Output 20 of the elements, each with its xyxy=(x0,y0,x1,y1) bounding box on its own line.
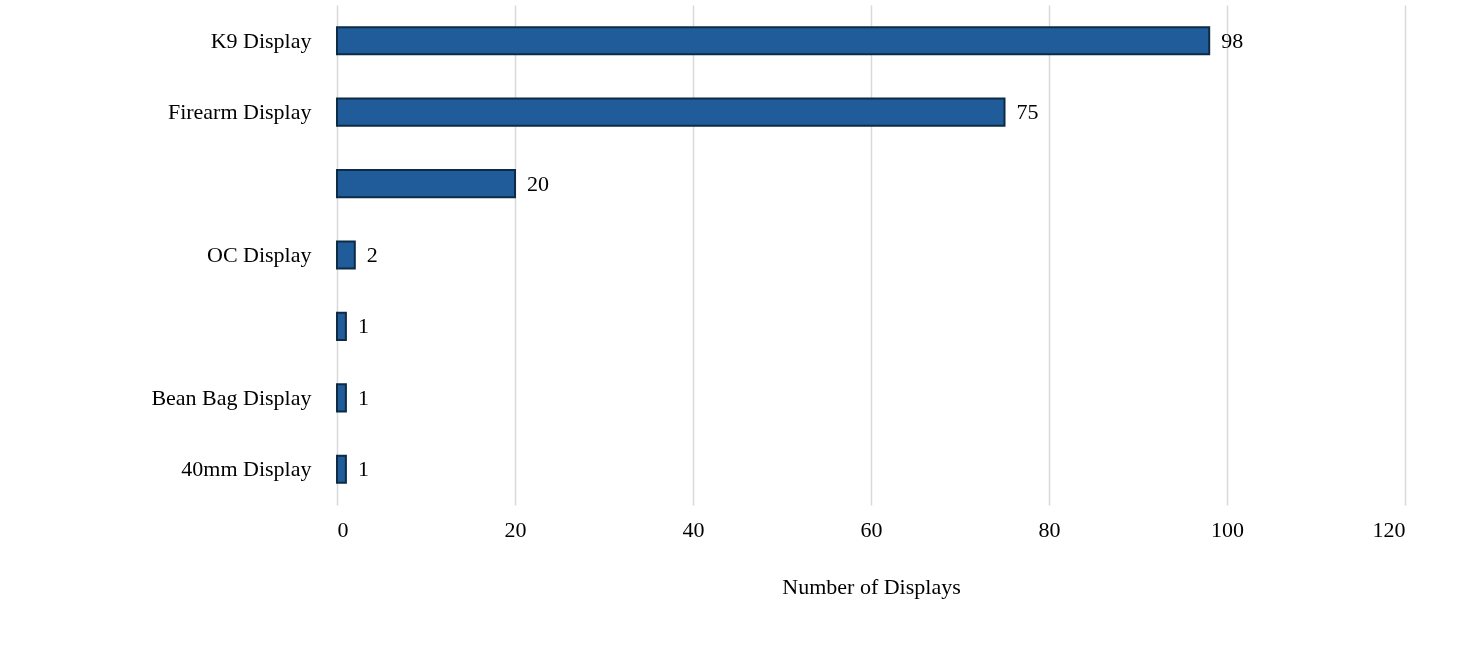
x-tick-label: 60 xyxy=(860,516,883,542)
y-tick-label: OC Display xyxy=(207,242,312,267)
x-tick-label: 80 xyxy=(1038,516,1061,542)
x-axis-title: Number of Displays xyxy=(782,573,961,599)
data-label: 1 xyxy=(357,456,369,482)
y-tick-label: K9 Display xyxy=(210,27,312,53)
data-label: 20 xyxy=(527,170,549,196)
y-tick-label: 40mm Display xyxy=(181,456,312,482)
x-tick-label: 100 xyxy=(1211,516,1244,542)
data-label: 2 xyxy=(366,242,378,267)
x-tick-label: 20 xyxy=(504,516,527,542)
y-tick-label: Firearm Display xyxy=(167,99,312,125)
x-tick-label: 40 xyxy=(682,516,705,542)
x-tick-label: 120 xyxy=(1372,516,1406,542)
data-label: 75 xyxy=(1016,99,1039,125)
data-label: 1 xyxy=(357,384,369,410)
data-label: 1 xyxy=(357,313,369,339)
data-label: 98 xyxy=(1221,27,1244,53)
x-tick-label: 0 xyxy=(337,516,349,542)
y-tick-label: Bean Bag Display xyxy=(151,384,312,410)
